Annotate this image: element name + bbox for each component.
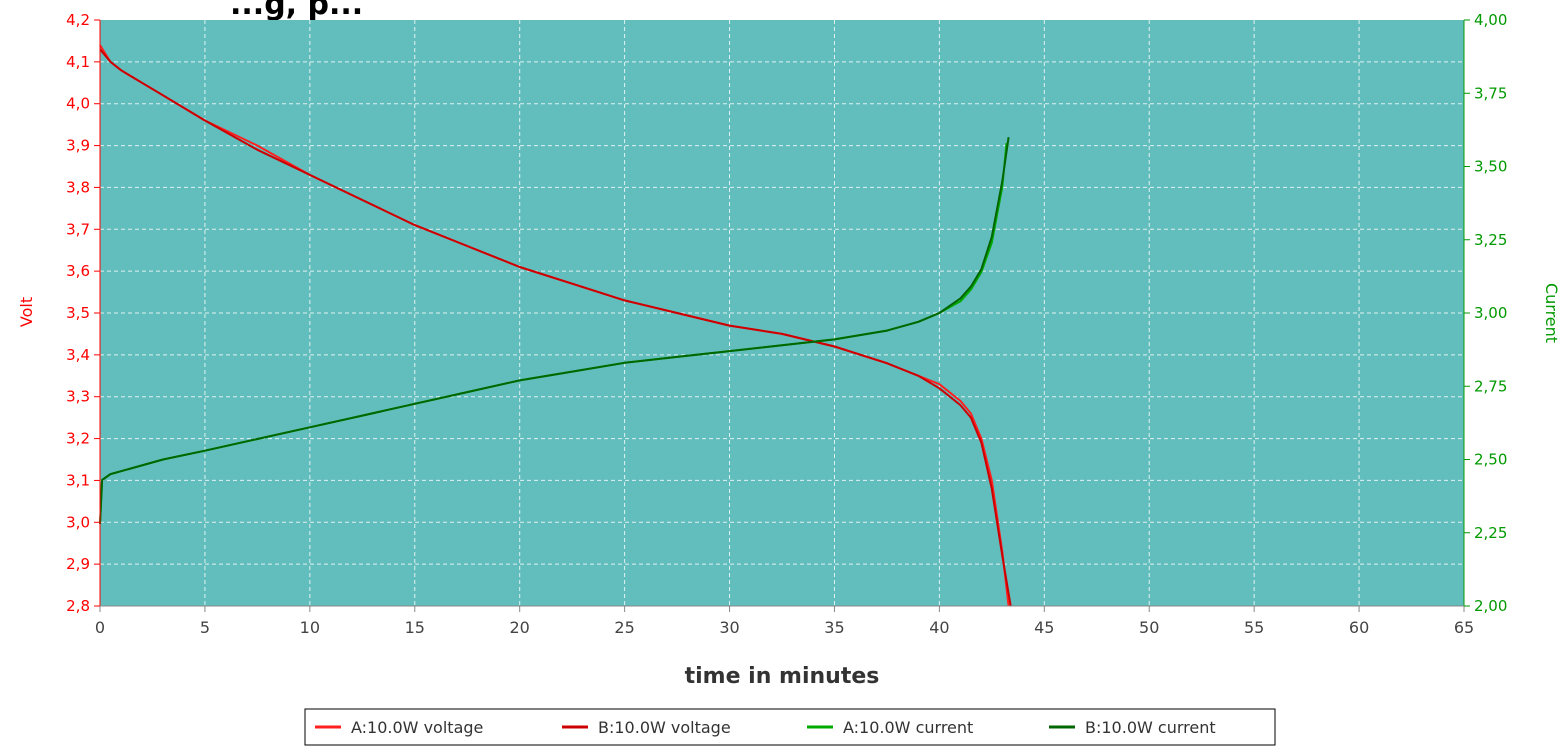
x-tick-label: 40: [929, 618, 949, 637]
x-tick-label: 20: [510, 618, 530, 637]
ticks: 0 5 10 15 20 25 30 35 40 45 50 55 60 65 2,8 2,9 3,0 3,1 3,…: [66, 11, 1507, 637]
left-tick-label: 3,5: [66, 304, 90, 322]
right-axis-title: Current: [1542, 283, 1561, 343]
legend-label: B:10.0W voltage: [598, 718, 731, 737]
x-tick-label: 30: [719, 618, 739, 637]
legend-label: A:10.0W voltage: [351, 718, 483, 737]
x-tick-label: 50: [1139, 618, 1159, 637]
x-tick-label: 5: [200, 618, 210, 637]
x-tick-label: 45: [1034, 618, 1054, 637]
axes: [94, 19, 1470, 612]
left-tick-label: 3,1: [66, 471, 90, 489]
right-tick-label: 3,75: [1474, 84, 1507, 102]
legend-label: B:10.0W current: [1085, 718, 1216, 737]
legend: A:10.0W voltage B:10.0W voltage A:10.0W cu…: [304, 708, 1276, 746]
x-tick-label: 25: [614, 618, 634, 637]
left-tick-label: 3,0: [66, 513, 90, 531]
series-layer: [99, 44, 1012, 607]
left-tick-label: 3,4: [66, 346, 90, 364]
x-tick-label: 65: [1454, 618, 1474, 637]
x-tick-label: 60: [1349, 618, 1369, 637]
right-tick-label: 3,25: [1474, 231, 1507, 249]
series-line-2: [99, 48, 1012, 607]
left-tick-label: 2,8: [66, 597, 90, 615]
left-tick-label: 3,2: [66, 430, 90, 448]
left-tick-label: 3,6: [66, 262, 90, 280]
x-tick-label: 55: [1244, 618, 1264, 637]
x-tick-label: 0: [95, 618, 105, 637]
x-tick-label: 15: [405, 618, 425, 637]
left-axis-title: Volt: [17, 297, 36, 327]
x-axis-title: time in minutes: [685, 664, 880, 689]
left-tick-label: 4,2: [66, 11, 90, 29]
legend-box: [304, 708, 1276, 746]
left-tick-label: 3,9: [66, 137, 90, 155]
grid: [100, 20, 1464, 606]
legend-label: A:10.0W current: [843, 718, 973, 737]
x-tick-label: 10: [300, 618, 320, 637]
x-tick-label: 35: [824, 618, 844, 637]
left-tick-label: 3,3: [66, 388, 90, 406]
left-tick-label: 4,1: [66, 53, 90, 71]
right-tick-label: 2,50: [1474, 451, 1507, 469]
chart-title: ...g, p...: [230, 0, 363, 22]
left-tick-label: 3,8: [66, 178, 90, 196]
left-tick-label: 3,7: [66, 220, 90, 238]
series-line-4: [99, 137, 1010, 525]
left-tick-label: 2,9: [66, 555, 90, 573]
right-tick-label: 2,00: [1474, 597, 1507, 615]
left-tick-label: 4,0: [66, 95, 90, 113]
right-tick-label: 4,00: [1474, 11, 1507, 29]
right-tick-label: 3,50: [1474, 158, 1507, 176]
right-tick-label: 3,00: [1474, 304, 1507, 322]
right-tick-label: 2,75: [1474, 377, 1507, 395]
right-tick-label: 2,25: [1474, 524, 1507, 542]
